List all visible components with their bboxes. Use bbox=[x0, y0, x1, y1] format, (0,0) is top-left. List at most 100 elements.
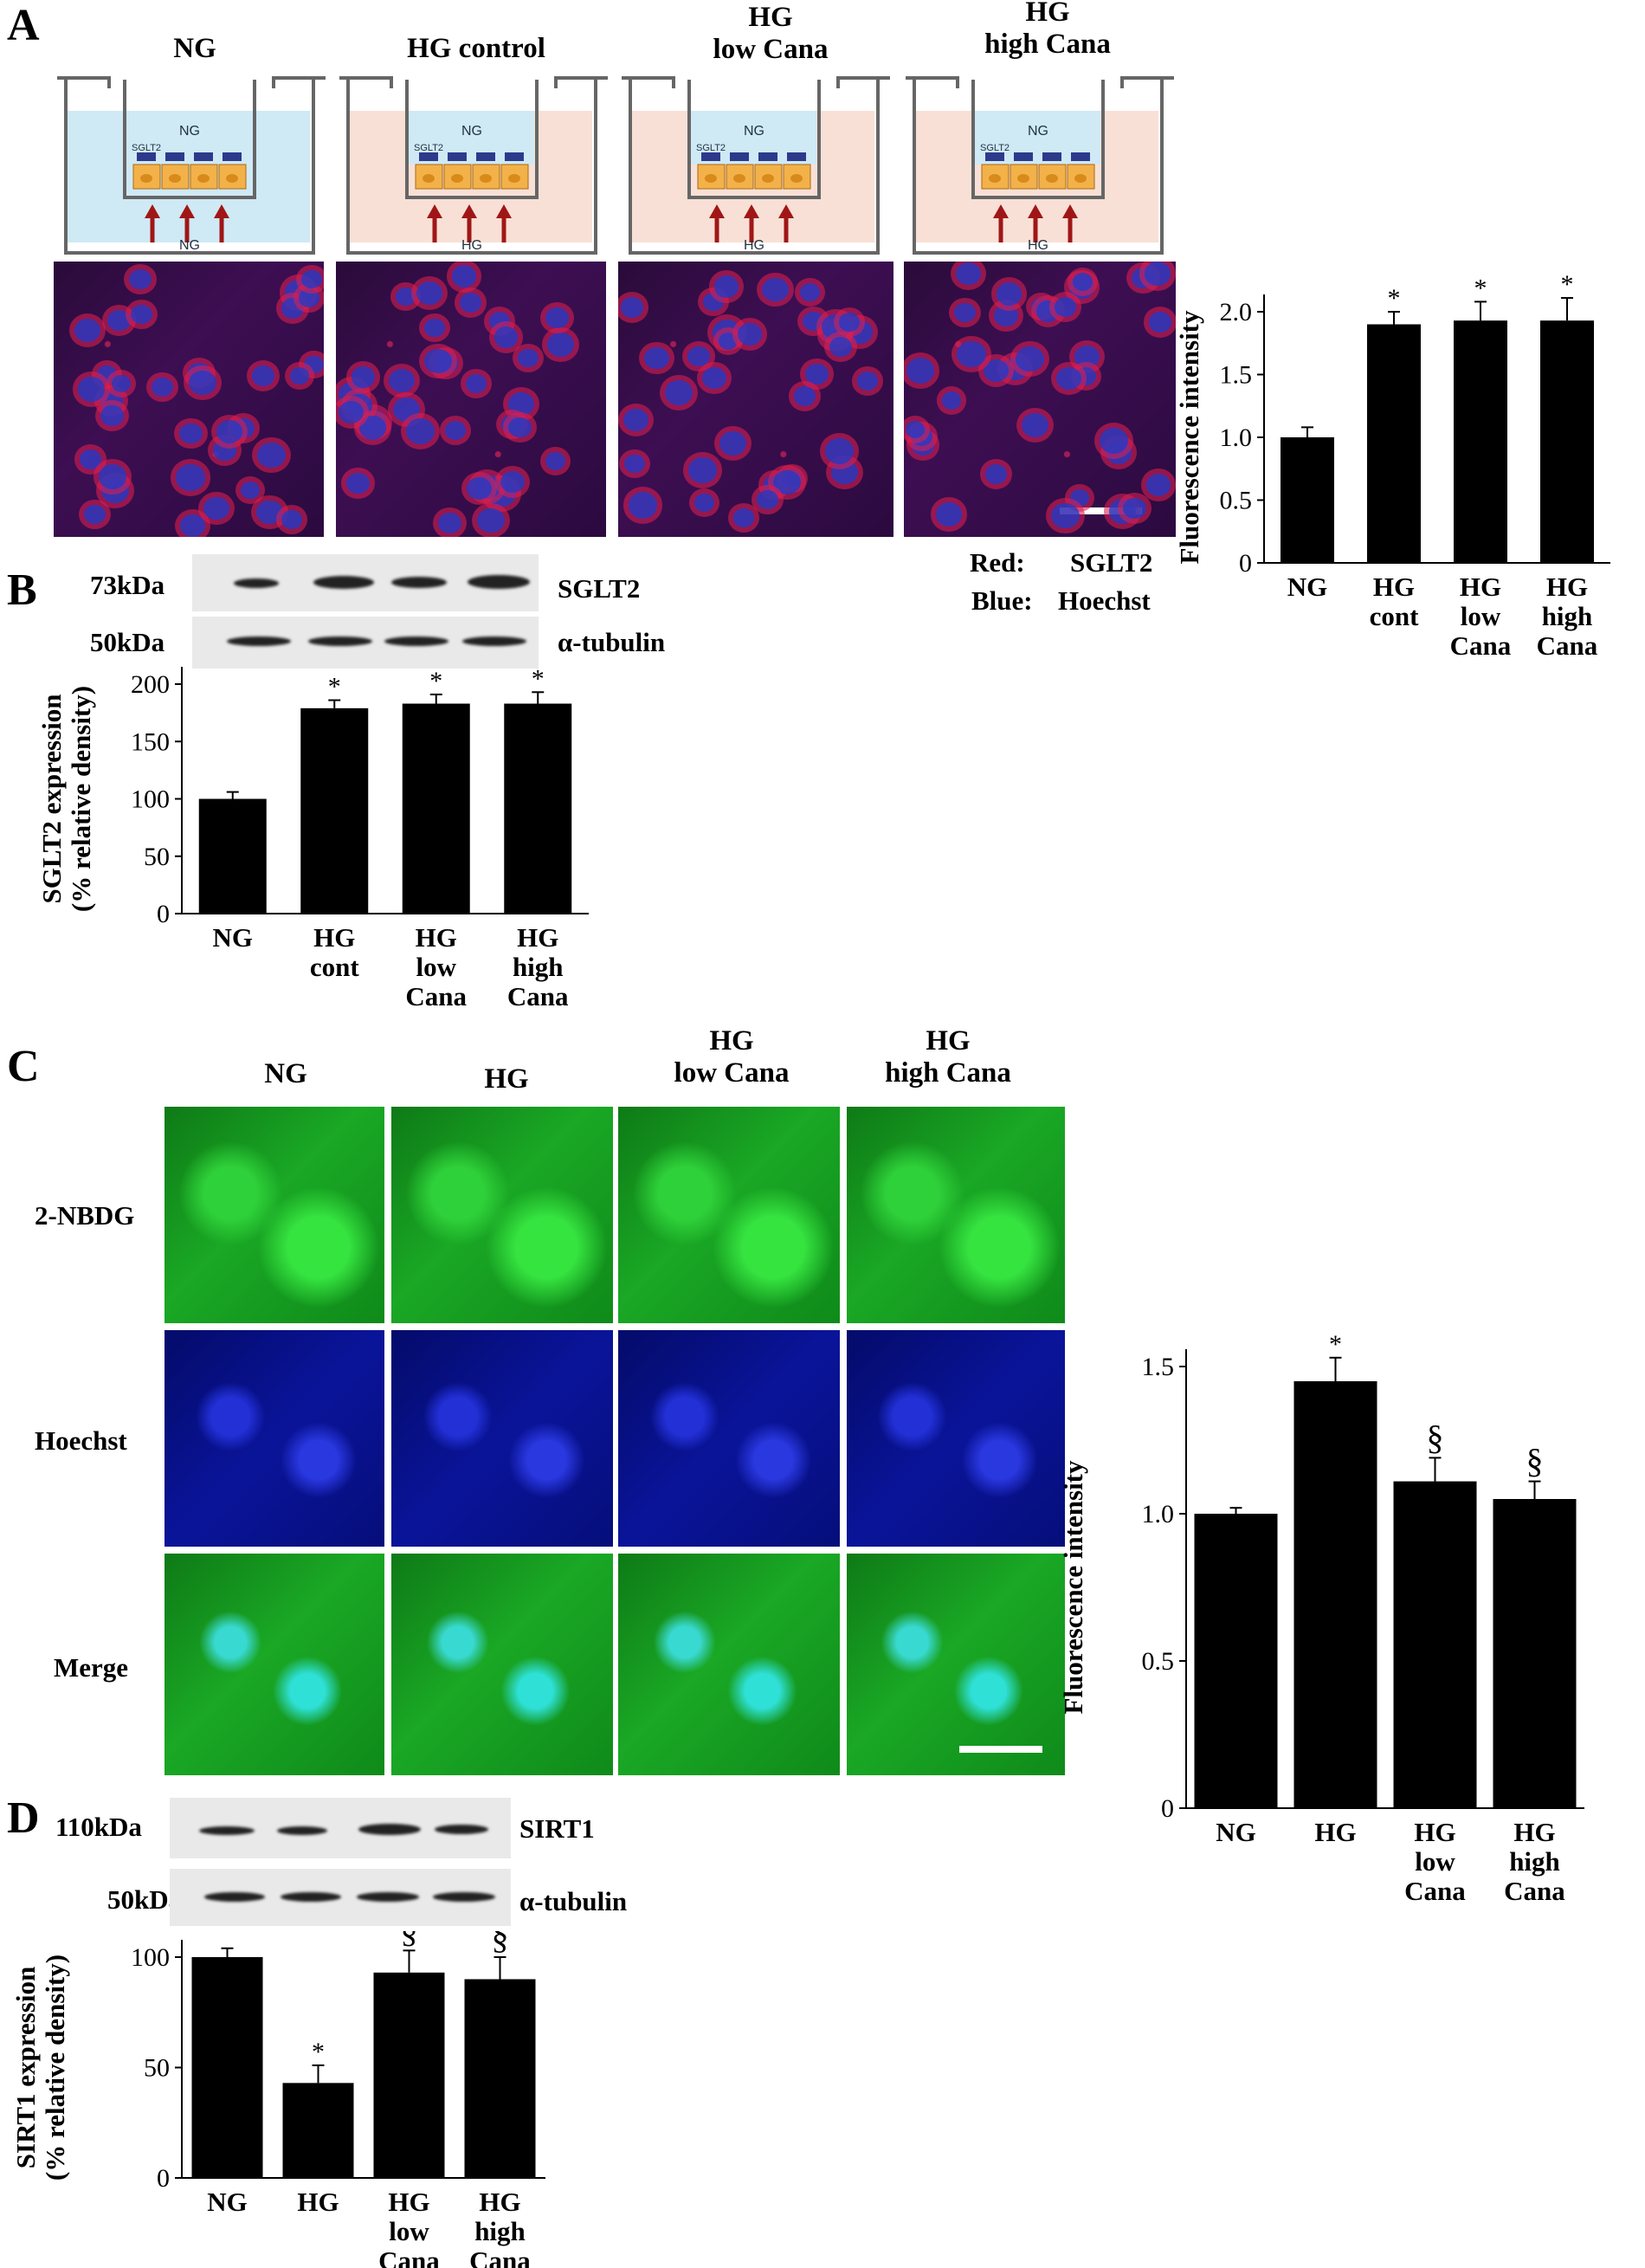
panel-letter-c: C bbox=[7, 1042, 40, 1091]
nucleus-dot bbox=[507, 392, 534, 417]
panel-letter-b: B bbox=[7, 565, 37, 615]
nucleus-dot bbox=[1122, 497, 1147, 520]
nucleus-dot bbox=[251, 365, 275, 387]
nucleus-dot bbox=[664, 379, 693, 406]
nucleus-dot bbox=[623, 454, 646, 474]
lower-medium-label: HG bbox=[744, 238, 764, 253]
nucleus-dot bbox=[805, 364, 829, 384]
category-label: low bbox=[1461, 601, 1501, 631]
nucleus bbox=[226, 174, 238, 183]
sglt2-label: SGLT2 bbox=[696, 143, 726, 153]
nucleus-dot bbox=[1055, 367, 1081, 391]
arrow-head bbox=[778, 204, 794, 218]
significance-mark: * bbox=[1474, 274, 1487, 302]
panel-letter-a: A bbox=[7, 1, 40, 50]
nucleus-dot bbox=[500, 470, 525, 493]
nucleus-dot bbox=[188, 370, 216, 396]
category-label: Cana bbox=[1504, 1876, 1565, 1905]
nucleus-dot bbox=[1050, 502, 1080, 529]
outer-well bbox=[346, 80, 597, 255]
category-label: NG bbox=[213, 922, 254, 953]
nucleus-dot bbox=[545, 451, 566, 470]
transwell-schematic: NG HG SGLT2 bbox=[906, 76, 1174, 255]
nucleus-dot bbox=[99, 464, 126, 489]
wall bbox=[836, 76, 890, 88]
nucleus-dot bbox=[719, 430, 746, 456]
row-label-hoechst: Hoechst bbox=[35, 1425, 127, 1456]
nucleus-dot bbox=[799, 282, 821, 301]
nucleus-dot bbox=[1148, 312, 1171, 333]
sglt2-image-hg-control bbox=[336, 262, 606, 537]
category-label: high bbox=[513, 952, 564, 982]
nucleus-dot bbox=[1074, 346, 1100, 369]
wall bbox=[339, 76, 393, 88]
chart-d-sirt1-expression: 0 50 100 SIRT1 expression (% relative densit… bbox=[10, 1931, 545, 2268]
nucleus-dot bbox=[517, 348, 539, 368]
nucleus-dot bbox=[1144, 262, 1171, 286]
nucleus-dot bbox=[1069, 489, 1089, 507]
column-label-ng: NG bbox=[264, 1058, 307, 1089]
nucleus-dot bbox=[956, 262, 982, 285]
sglt2-image-ng bbox=[54, 262, 324, 537]
hoechst-image-ng bbox=[164, 1330, 384, 1547]
y-tick-label: 1.0 bbox=[1220, 423, 1253, 452]
transwell-schematic: NG NG SGLT2 bbox=[57, 76, 326, 255]
bar bbox=[1493, 1499, 1577, 1808]
merge-image-hg bbox=[391, 1554, 613, 1775]
nucleus bbox=[1074, 174, 1087, 183]
nbdg-image-ng bbox=[164, 1107, 384, 1323]
nucleus-dot bbox=[957, 341, 986, 368]
nucleus-dot bbox=[459, 293, 482, 313]
bar bbox=[373, 1972, 445, 2178]
nucleus-dot bbox=[437, 512, 462, 534]
bar bbox=[464, 1979, 536, 2178]
category-label: Cana bbox=[378, 2245, 440, 2268]
merge-image-ng bbox=[164, 1554, 384, 1775]
row-label-2-nbdg: 2-NBDG bbox=[35, 1200, 135, 1231]
y-tick-label: 0 bbox=[1239, 549, 1252, 578]
nucleus-dot bbox=[984, 359, 1010, 383]
nucleus-dot bbox=[179, 423, 203, 444]
y-axis-label: (% relative density) bbox=[66, 686, 96, 912]
sglt2-transporter bbox=[137, 152, 156, 161]
nucleus-dot bbox=[688, 457, 717, 483]
western-blot-tubulin-b bbox=[192, 617, 539, 669]
nucleus-dot bbox=[623, 408, 648, 431]
wall bbox=[554, 76, 608, 88]
scale-bar bbox=[1060, 507, 1142, 514]
sglt2-transporter bbox=[165, 152, 184, 161]
bar bbox=[402, 703, 470, 914]
nucleus-dot bbox=[74, 319, 101, 343]
sglt2-transporter bbox=[194, 152, 213, 161]
arrow-head bbox=[709, 204, 725, 218]
significance-mark: * bbox=[1388, 284, 1401, 313]
sglt2-transporter bbox=[701, 152, 720, 161]
nucleus-dot bbox=[416, 281, 443, 305]
nucleus-dot bbox=[389, 369, 416, 393]
blot-name-sirt1: SIRT1 bbox=[519, 1813, 595, 1844]
arrow-head bbox=[179, 204, 195, 218]
lower-medium-label: HG bbox=[461, 238, 482, 253]
nucleus-dot bbox=[256, 500, 284, 525]
y-tick-label: 2.0 bbox=[1220, 298, 1253, 326]
hoechst-image-hg-high-cana bbox=[847, 1330, 1065, 1547]
category-label: HG bbox=[1314, 1817, 1356, 1847]
nucleus bbox=[733, 174, 745, 183]
significance-mark: § bbox=[1427, 1418, 1444, 1457]
y-axis-label: SIRT1 expression bbox=[10, 1967, 41, 2168]
nucleus-dot bbox=[444, 421, 466, 440]
nucleus bbox=[480, 174, 492, 183]
legend-blue-value: Hoechst bbox=[1058, 585, 1151, 616]
wall bbox=[906, 76, 959, 88]
nucleus-dot bbox=[996, 282, 1022, 306]
nucleus-dot bbox=[954, 302, 976, 322]
blot-kda-tubulin-d: 50kDa bbox=[107, 1884, 183, 1915]
category-label: NG bbox=[207, 2187, 248, 2217]
arrow-head bbox=[214, 204, 229, 218]
sglt2-transporter bbox=[758, 152, 777, 161]
chart-b-sglt2-expression: 0 50 100 150 200 SGLT2 expression (% relative … bbox=[36, 667, 589, 1011]
nucleus bbox=[1046, 174, 1058, 183]
arrow-head bbox=[461, 204, 477, 218]
significance-mark: § bbox=[492, 1931, 509, 1956]
category-label: NG bbox=[1216, 1817, 1256, 1847]
